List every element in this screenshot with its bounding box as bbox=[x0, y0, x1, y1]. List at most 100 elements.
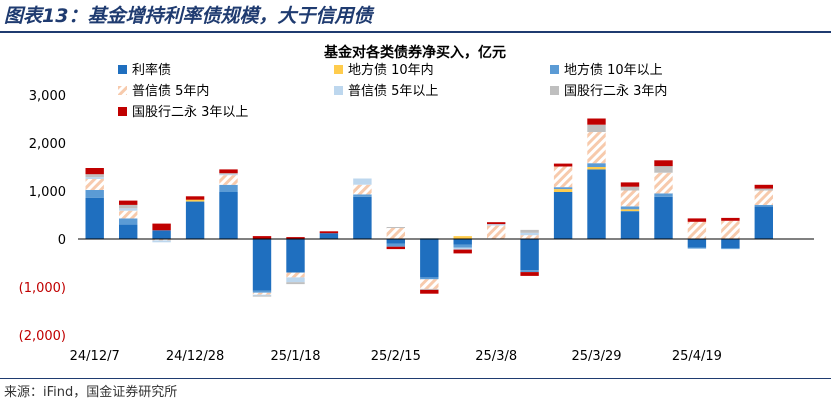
bar-segment bbox=[185, 199, 205, 202]
bar-segment bbox=[453, 249, 472, 254]
bar-segment bbox=[85, 190, 104, 198]
legend-swatch bbox=[118, 107, 127, 116]
bar-segment bbox=[252, 295, 272, 297]
legend-label: 普信债 5年以上 bbox=[348, 84, 438, 99]
x-tick-label: 25/3/8 bbox=[475, 349, 517, 364]
bar-segment bbox=[119, 210, 138, 219]
bar-segment bbox=[721, 248, 740, 250]
bar-segment bbox=[219, 192, 238, 239]
bar-segment bbox=[286, 272, 305, 278]
bar-segment bbox=[252, 292, 272, 295]
legend-swatch bbox=[118, 65, 127, 74]
bar-segment bbox=[754, 190, 773, 205]
legend-label: 利率债 bbox=[132, 62, 171, 78]
bar-segment bbox=[654, 166, 673, 173]
title-rule bbox=[0, 31, 831, 33]
bar-segment bbox=[754, 188, 773, 191]
legend-label: 国股行二永 3年内 bbox=[564, 83, 667, 99]
bar-segment bbox=[453, 244, 472, 248]
bar-segment bbox=[520, 232, 539, 236]
bar-segment bbox=[587, 118, 606, 125]
bar-segment bbox=[85, 179, 104, 190]
bar-segment bbox=[754, 204, 773, 207]
bar-segment bbox=[85, 177, 104, 179]
bar-segment bbox=[654, 196, 673, 239]
bar-segment bbox=[319, 233, 339, 239]
bar-segment bbox=[721, 220, 740, 239]
bar-segment bbox=[286, 239, 305, 273]
bar-segment bbox=[420, 288, 439, 290]
y-tick-label: (2,000) bbox=[19, 329, 66, 344]
bar-segment bbox=[286, 277, 305, 283]
y-tick-label: 1,000 bbox=[29, 185, 66, 200]
bar-segment bbox=[687, 218, 707, 222]
x-tick-label: 24/12/28 bbox=[166, 349, 224, 364]
bar-segment bbox=[420, 239, 439, 278]
bottom-rule bbox=[0, 378, 831, 379]
bar-segment bbox=[185, 201, 205, 239]
bar-segment bbox=[85, 197, 104, 239]
legend-swatch bbox=[118, 86, 127, 95]
bar-segment bbox=[520, 272, 539, 276]
bar-segment bbox=[252, 239, 272, 291]
bar-segment bbox=[152, 239, 171, 241]
x-tick-label: 25/4/19 bbox=[672, 349, 722, 364]
bar-segment bbox=[119, 218, 138, 225]
bar-segment bbox=[353, 194, 372, 197]
bar-segment bbox=[386, 228, 405, 239]
bar-segment bbox=[520, 239, 539, 271]
bar-segment bbox=[487, 222, 506, 225]
bar-segment bbox=[386, 243, 405, 247]
y-tick-label: (1,000) bbox=[19, 281, 66, 296]
legend-label: 地方债 10年内 bbox=[348, 62, 434, 78]
bar-segment bbox=[353, 178, 372, 185]
x-tick-label: 25/3/29 bbox=[571, 349, 621, 364]
bar-segment bbox=[553, 192, 573, 239]
bar-segment bbox=[152, 223, 171, 231]
bar-segment bbox=[587, 167, 606, 170]
legend-swatch bbox=[334, 65, 343, 74]
bar-segment bbox=[420, 279, 439, 289]
figure-title: 图表13：基金增持利率债规模，大于信用债 bbox=[4, 5, 373, 27]
bar-segment bbox=[420, 277, 439, 280]
bar-segment bbox=[252, 294, 272, 296]
bar-segment bbox=[420, 289, 439, 294]
bar-segment bbox=[152, 240, 171, 243]
bar-segment bbox=[553, 189, 573, 192]
bar-segment bbox=[654, 160, 673, 167]
bar-segment bbox=[553, 187, 573, 190]
bar-segment bbox=[620, 209, 640, 212]
bar-segment bbox=[152, 230, 171, 239]
bar-segment bbox=[252, 236, 272, 239]
bar-segment bbox=[119, 208, 138, 211]
bar-segment bbox=[620, 206, 640, 210]
bar-segment bbox=[520, 270, 539, 273]
y-tick-label: 0 bbox=[58, 233, 66, 248]
legend-label: 国股行二永 3年以上 bbox=[132, 105, 248, 120]
bar-segment bbox=[119, 224, 138, 239]
bar-segment bbox=[219, 184, 238, 192]
bar-segment bbox=[754, 206, 773, 239]
bar-segment bbox=[687, 239, 707, 248]
legend-swatch bbox=[550, 65, 559, 74]
bar-segment bbox=[620, 182, 640, 187]
bar-segment bbox=[687, 247, 707, 249]
bar-segment bbox=[620, 186, 640, 191]
y-tick-label: 3,000 bbox=[29, 89, 66, 104]
bar-segment bbox=[620, 211, 640, 239]
bar-segment bbox=[353, 196, 372, 239]
bar-segment bbox=[620, 190, 640, 207]
bar-segment bbox=[453, 236, 472, 239]
bar-segment bbox=[687, 221, 707, 239]
legend-label: 地方债 10年以上 bbox=[564, 62, 663, 78]
bar-segment bbox=[219, 175, 238, 185]
x-tick-label: 25/1/18 bbox=[270, 349, 320, 364]
bar-segment bbox=[286, 237, 305, 239]
legend-label: 普信债 5年内 bbox=[132, 83, 209, 99]
bar-segment bbox=[219, 173, 238, 175]
bar-segment bbox=[587, 163, 606, 167]
bar-segment bbox=[487, 224, 506, 226]
bar-segment bbox=[721, 217, 740, 221]
